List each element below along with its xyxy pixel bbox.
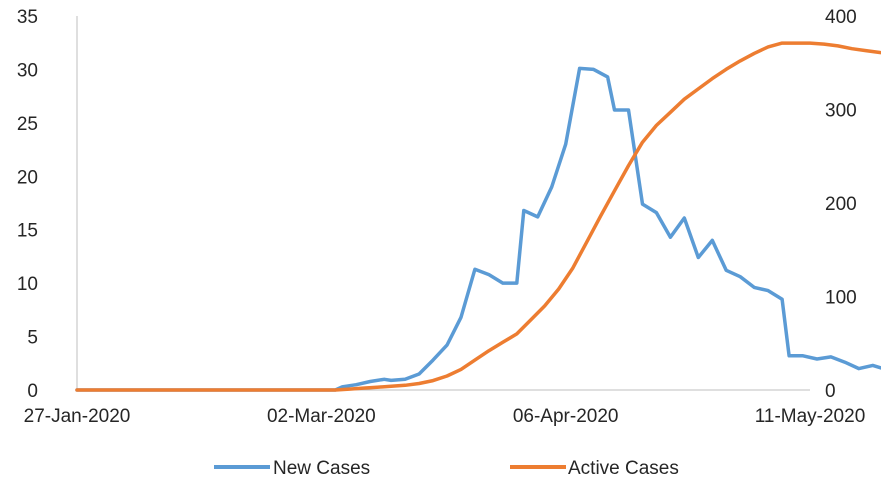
x-tick-label: 02-Mar-2020 [267, 406, 376, 427]
y-left-tick-label: 0 [27, 381, 38, 402]
x-tick-label: 27-Jan-2020 [24, 406, 131, 427]
y-right-tick-label: 0 [825, 381, 836, 402]
y-left-tick-label: 35 [17, 7, 38, 28]
axes: 0 5 10 15 20 25 30 35 0 100 200 300 400 27-Jan-2020 02… [17, 7, 865, 427]
legend-label-new-cases: New Cases [273, 458, 370, 479]
legend: New Cases Active Cases [214, 458, 679, 479]
y-right-tick-label: 300 [825, 101, 857, 122]
y-right-tick-label: 100 [825, 288, 857, 309]
y-left-tick-label: 20 [17, 167, 38, 188]
y-right-tick-label: 200 [825, 194, 857, 215]
y-left-tick-label: 30 [17, 60, 38, 81]
legend-label-active-cases: Active Cases [568, 458, 679, 479]
x-tick-label: 06-Apr-2020 [513, 406, 619, 427]
y-left-tick-label: 5 [27, 328, 38, 349]
series-line-active-cases [75, 41, 881, 392]
x-tick-label: 11-May-2020 [755, 406, 866, 427]
y-left-tick-label: 10 [17, 274, 38, 295]
series-line-new-cases [75, 66, 881, 392]
y-left-tick-label: 25 [17, 114, 38, 135]
y-right-tick-label: 400 [825, 7, 857, 28]
series-layer [75, 41, 881, 392]
y-left-tick-label: 15 [17, 221, 38, 242]
